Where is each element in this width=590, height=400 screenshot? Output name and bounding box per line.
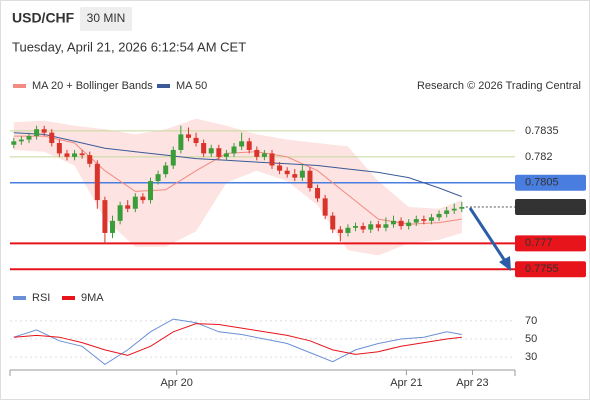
candle-body [421, 219, 427, 221]
candle-body [284, 170, 290, 175]
level-label-box [515, 261, 586, 278]
candle-body [208, 148, 214, 154]
candle-body [140, 196, 146, 201]
level-label-box [515, 174, 586, 191]
x-tick-label: Apr 23 [456, 377, 488, 389]
candle-body [216, 148, 222, 157]
candle-body [239, 141, 245, 147]
candle-body [49, 132, 55, 144]
legend-swatch [157, 84, 170, 88]
candle-body [246, 141, 252, 150]
candle-body [34, 129, 40, 137]
candle-body [223, 153, 229, 157]
candle-body [193, 137, 199, 144]
candle-body [406, 222, 412, 227]
symbol: USD/CHF [12, 10, 75, 26]
candle-body [56, 143, 62, 154]
datetime: Tuesday, April 21, 2026 6:12:54 AM CET [12, 39, 246, 54]
candle-body [87, 155, 93, 164]
candle-body [413, 219, 419, 223]
rsi-tick-label: 50 [525, 333, 537, 345]
x-tick-label: Apr 20 [160, 377, 192, 389]
x-tick-label: Apr 21 [390, 377, 422, 389]
candle-body [390, 220, 396, 225]
level-label: 0.782 [525, 151, 553, 163]
candle-body [26, 136, 32, 140]
candle-body [322, 198, 328, 216]
candle-body [269, 153, 275, 166]
candle-body [18, 139, 24, 142]
copyright: Research © 2026 Trading Central [417, 80, 581, 92]
candle-body [64, 153, 70, 157]
legend-label: 9MA [81, 292, 104, 304]
level-label: 0.7805 [525, 177, 559, 189]
candle-body [261, 153, 267, 157]
candle-body [451, 208, 457, 211]
candle-body [178, 134, 184, 150]
candle-body [254, 149, 260, 157]
candle-body [383, 224, 389, 228]
candle-body [428, 217, 434, 221]
timeframe: 30 MIN [87, 11, 126, 25]
ma50-line [13, 132, 462, 198]
candle-body [79, 153, 85, 156]
candle-body [337, 229, 343, 233]
bollinger-band [13, 118, 462, 256]
candle-body [11, 141, 17, 145]
legend-swatch [62, 296, 75, 300]
level-label: 0.7791 [525, 201, 559, 213]
rsi-tick-label: 30 [525, 351, 537, 363]
candle-body [315, 187, 321, 199]
candle-body [231, 146, 237, 154]
candle-body [292, 174, 298, 178]
candle-body [398, 220, 404, 227]
candle-body [170, 149, 176, 166]
candle-body [345, 227, 351, 233]
candle-body [436, 213, 442, 218]
candle-body [277, 165, 283, 171]
candle-body [444, 210, 450, 214]
rsi-line [13, 323, 462, 356]
candle-body [368, 224, 374, 230]
legend-label: MA 50 [176, 80, 207, 92]
legend-label: RSI [32, 292, 50, 304]
level-label: 0.777 [525, 237, 553, 249]
candle-body [353, 226, 359, 228]
level-label: 0.7755 [525, 263, 559, 275]
rsi-line [13, 318, 462, 366]
legend-swatch [13, 296, 26, 300]
candle-body [459, 207, 465, 209]
candle-body [155, 174, 161, 182]
candle-body [330, 215, 336, 230]
candle-body [110, 220, 116, 233]
legend-swatch [13, 84, 26, 88]
candle-body [94, 163, 100, 201]
candle-body [125, 205, 131, 209]
candle-body [307, 170, 313, 188]
level-label-box [515, 235, 586, 252]
level-label: 0.7835 [525, 125, 559, 137]
arrow-head [499, 256, 511, 271]
candle-body [185, 134, 191, 138]
candle-body [147, 181, 153, 201]
timeframe-box [80, 7, 132, 31]
candle-body [102, 200, 108, 233]
candle-body [41, 129, 47, 133]
rsi-tick-label: 70 [525, 315, 537, 327]
candle-body [299, 170, 305, 178]
legend-label: MA 20 + Bollinger Bands [32, 80, 153, 92]
candle-body [375, 224, 381, 228]
candle-body [163, 165, 169, 175]
candle-body [360, 226, 366, 230]
candle-body [72, 153, 78, 157]
candle-body [201, 143, 207, 154]
level-label-box [515, 199, 586, 216]
forecast-arrow [468, 207, 509, 265]
candle-body [132, 196, 138, 209]
candle-body [117, 205, 123, 221]
